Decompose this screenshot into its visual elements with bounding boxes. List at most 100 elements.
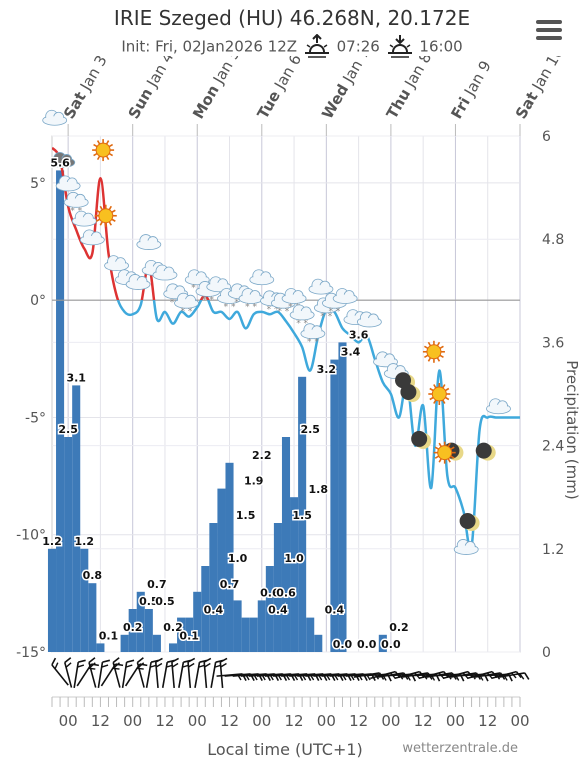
precip-value-label: 3.1	[66, 371, 86, 384]
precip-value-label: 0.4	[204, 604, 224, 617]
init-text: Init: Fri, 02Jan2026 12Z	[121, 37, 298, 56]
time-tick-label: 00	[381, 712, 400, 730]
cloud-icon	[79, 229, 105, 246]
cloud-icon	[55, 175, 81, 192]
precip-value-label: 1.2	[42, 535, 62, 548]
precip-value-label: 3.6	[349, 328, 369, 341]
precip-value-label: 2.2	[252, 449, 272, 462]
precipitation-bar	[128, 609, 137, 652]
cloud-icon	[332, 288, 358, 304]
time-tick-label: 00	[188, 712, 207, 730]
sunrise-time: 07:26	[336, 37, 380, 56]
precipitation-bar	[120, 634, 129, 652]
precip-value-label: 0.2	[123, 621, 143, 634]
day-label: Wed Jan 7	[318, 56, 373, 122]
precipitation-bar	[249, 617, 258, 652]
temperature-tick-label: -5°	[25, 410, 46, 426]
temperature-tick-label: -10°	[16, 528, 46, 544]
precip-value-label: 1.0	[284, 552, 304, 565]
sunset-time: 16:00	[419, 37, 463, 56]
cloud-icon	[104, 255, 129, 272]
precip-value-label: 3.2	[317, 363, 337, 376]
cloud-snow-icon: * *	[300, 323, 326, 348]
precipitation-bar	[209, 523, 218, 652]
precipitation-tick-label: 6	[542, 129, 551, 145]
svg-text:* *: * *	[234, 298, 246, 308]
svg-text:* *: * *	[328, 307, 340, 317]
precip-value-label: 0.4	[325, 604, 345, 617]
sun-icon	[428, 383, 451, 405]
precipitation-bar	[338, 342, 347, 652]
x-axis-label: Local time (UTC+1)	[207, 740, 363, 759]
wind-barb	[219, 657, 228, 689]
precipitation-bar	[290, 497, 299, 652]
day-label: Sat Jan 10	[512, 56, 568, 122]
precipitation-bar	[88, 583, 97, 652]
precip-value-label: 3.4	[341, 346, 361, 359]
precip-value-label: 0.2	[389, 621, 409, 634]
time-tick-label: 00	[446, 712, 465, 730]
day-date: Jan 5	[207, 56, 244, 91]
sun-icon	[422, 340, 445, 363]
precipitation-bar	[201, 566, 210, 652]
precipitation-bar	[281, 437, 291, 652]
precip-value-label: 2.5	[58, 423, 78, 436]
hamburger-menu-icon[interactable]	[536, 20, 562, 42]
meteogram-chart: * ** * * * * ** ** ** * * ** ** * * * * * * * *…	[16, 56, 581, 759]
precipitation-bar	[169, 643, 178, 652]
precip-value-label: 1.2	[75, 535, 95, 548]
precipitation-bar	[56, 170, 65, 652]
day-date: Jan 6	[268, 56, 305, 97]
precipitation-tick-label: 2.4	[542, 439, 564, 455]
temperature-tick-label: -15°	[16, 645, 46, 661]
time-tick-label: 00	[510, 712, 529, 730]
precip-value-label: 1.5	[236, 509, 256, 522]
precip-value-label: 0.5	[139, 595, 159, 608]
precip-value-label: 0.0	[357, 638, 377, 651]
time-tick-label: 00	[123, 712, 142, 730]
day-date: Jan 7	[337, 56, 374, 90]
temperature-axis: 5° 0° -5° -10° -15°	[16, 176, 46, 661]
precipitation-bar	[185, 617, 194, 652]
precipitation-bar	[144, 609, 153, 652]
wind-barb	[73, 659, 86, 688]
page-title: IRIE Szeged (HU) 46.268N, 20.172E	[113, 6, 471, 30]
time-tick-label: 12	[414, 712, 433, 730]
precip-value-label: 1.0	[228, 552, 248, 565]
precipitation-value-labels: 1.25.62.53.11.20.80.10.20.50.70.50.20.10…	[41, 155, 410, 653]
dark-cloud-icon	[50, 152, 76, 168]
cloud-icon	[136, 234, 162, 250]
wind-barbs	[51, 657, 530, 689]
precip-value-label: 0.0	[381, 638, 401, 651]
precipitation-bar	[225, 462, 234, 652]
sunset-icon	[387, 35, 412, 58]
precipitation-tick-label: 0	[542, 645, 551, 661]
sun-icon	[92, 139, 115, 162]
cloud-snow-icon: * *	[238, 288, 264, 312]
precipitation-bar	[241, 617, 250, 652]
cloud-icon	[152, 264, 178, 281]
sun-icon	[94, 204, 117, 227]
precipitation-tick-label: 1.2	[542, 542, 564, 558]
menu-bar	[536, 28, 562, 32]
svg-text:* *: * *	[70, 206, 82, 216]
precipitation-bar	[298, 376, 307, 652]
time-tick-label: 00	[59, 712, 78, 730]
time-axis: 00 12 00 12 00 12 00 12 00 12 00 12 00 12 00	[51, 696, 530, 730]
temperature-line	[52, 146, 520, 551]
y-axis-label-right: Precipitation (mm)	[563, 360, 581, 499]
precipitation-bar	[330, 359, 339, 652]
precip-value-label: 0.0	[333, 638, 353, 651]
time-tick-label: 12	[220, 712, 239, 730]
init-subtitle: Init: Fri, 02Jan2026 12Z 07:26 16:00	[0, 34, 584, 60]
wind-barb	[64, 657, 73, 688]
day-label: Thu Jan 8	[383, 56, 435, 122]
precipitation-bar	[217, 488, 226, 652]
precipitation-bar	[193, 591, 202, 652]
time-tick-label: 12	[478, 712, 497, 730]
source-credit[interactable]: wetterzentrale.de	[402, 741, 518, 756]
day-label: Fri Jan 9	[447, 58, 495, 122]
precip-value-label: 0.5	[155, 595, 175, 608]
precipitation-bar	[152, 634, 161, 652]
wind-barb	[121, 659, 135, 688]
